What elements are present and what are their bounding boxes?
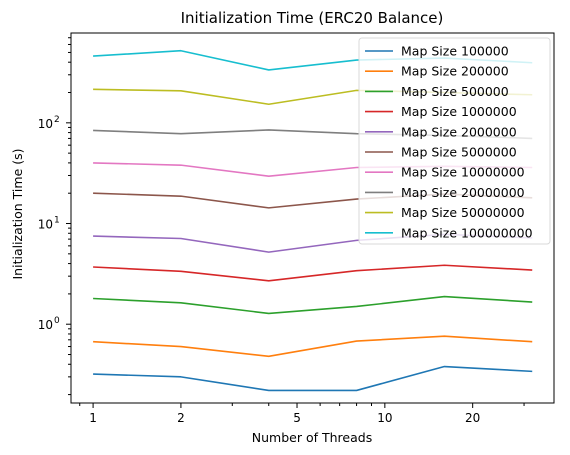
legend: Map Size 100000 Map Size 200000 Map Size 5… (358, 37, 551, 245)
chart-title: Initialization Time (ERC20 Balance) (181, 9, 444, 27)
y-tick-label: 10 (38, 117, 53, 131)
y-axis-label: Initialization Time (s) (10, 148, 25, 279)
y-tick-exponent: 0 (54, 316, 60, 326)
x-tick-label: 1 (89, 411, 97, 425)
series-line-1 (93, 365, 533, 392)
y-tick-exponent: 1 (54, 216, 60, 226)
x-tick-label: 2 (177, 411, 185, 425)
legend-label: Map Size 5000000 (401, 145, 517, 160)
axes-layer (70, 32, 555, 404)
legend-label: Map Size 200000 (401, 64, 509, 79)
legend-box (358, 37, 551, 245)
legend-label: Map Size 50000000 (401, 205, 525, 220)
legend-label: Map Size 1000000 (401, 104, 517, 119)
series-line-2 (93, 335, 533, 358)
x-tick-label: 5 (293, 411, 301, 425)
y-tick-exponent: 2 (54, 115, 60, 125)
y-tick-label: 10 (38, 318, 53, 332)
legend-label: Map Size 20000000 (401, 185, 525, 200)
x-axis-label: Number of Threads (252, 430, 372, 445)
legend-label: Map Size 10000000 (401, 165, 525, 180)
x-tick-label: 10 (377, 411, 392, 425)
series-line-3 (93, 295, 533, 315)
legend-label: Map Size 2000000 (401, 124, 517, 139)
legend-label: Map Size 100000 (401, 44, 509, 59)
x-tick-label: 20 (465, 411, 480, 425)
legend-label: Map Size 500000 (401, 84, 509, 99)
series-line-4 (93, 264, 533, 282)
legend-label: Map Size 100000000 (401, 225, 533, 240)
y-tick-label: 10 (38, 218, 53, 232)
plot-frame (70, 32, 555, 404)
